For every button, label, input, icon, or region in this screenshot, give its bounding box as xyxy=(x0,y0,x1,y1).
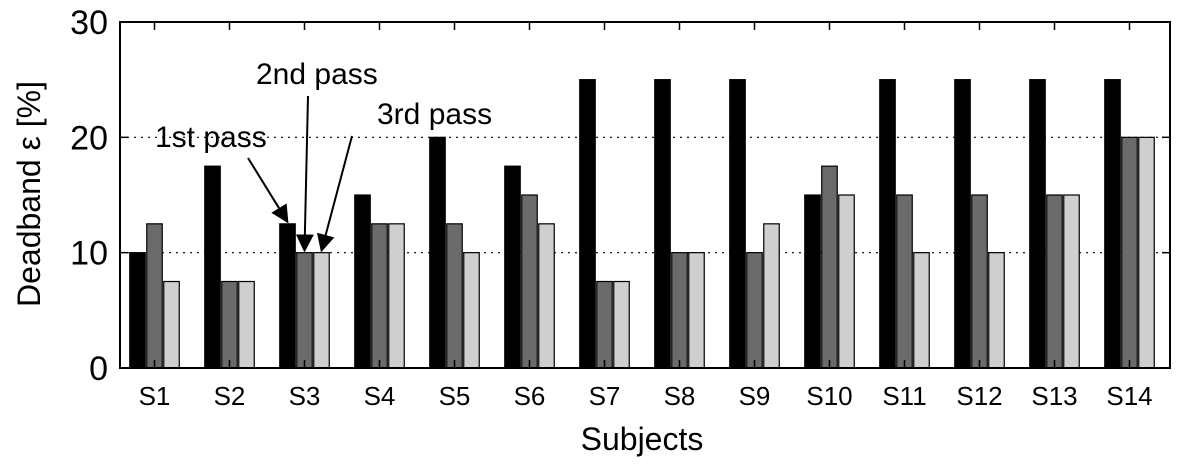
bar-s9-2 xyxy=(746,252,763,369)
bar-s13-1 xyxy=(1029,79,1046,369)
bar-s10-2 xyxy=(821,165,838,369)
y-axis-label: Deadband ε [%] xyxy=(11,81,47,307)
bar-s5-3 xyxy=(463,252,480,369)
plot-frame xyxy=(119,21,1171,369)
bar-s4-2 xyxy=(371,223,388,369)
x-axis-label: Subjects xyxy=(581,421,704,457)
axis-ticks xyxy=(120,21,1170,369)
bar-s6-2 xyxy=(521,194,538,369)
bar-s10-3 xyxy=(838,194,855,369)
xtick-label-s5: S5 xyxy=(439,381,471,411)
xtick-label-s12: S12 xyxy=(956,381,1002,411)
bar-s10-1 xyxy=(804,194,821,369)
bar-s5-2 xyxy=(446,223,463,369)
bar-s2-1 xyxy=(204,165,221,369)
bar-s11-2 xyxy=(896,194,913,369)
bar-s1-2 xyxy=(146,223,163,369)
y-tick-labels: 0 10 20 30 xyxy=(70,4,108,388)
bar-s6-1 xyxy=(504,165,521,369)
bar-s4-3 xyxy=(388,223,405,369)
bar-s9-3 xyxy=(763,223,780,369)
bar-s13-3 xyxy=(1063,194,1080,369)
annotation-arrow-3 xyxy=(316,135,353,253)
x-tick-labels: S1 S2 S3 S4 S5 S6 S7 S8 S9 S10 S11 S12 S13 S14 xyxy=(139,381,1153,411)
bar-s14-2 xyxy=(1121,136,1138,369)
xtick-label-s9: S9 xyxy=(739,381,771,411)
annotation-2nd-pass: 2nd pass xyxy=(256,58,378,91)
ytick-label-20: 20 xyxy=(70,119,108,157)
bar-s7-3 xyxy=(613,280,630,369)
ytick-label-10: 10 xyxy=(70,235,108,273)
bar-s3-3 xyxy=(313,252,330,369)
bar-s8-3 xyxy=(688,252,705,369)
xtick-label-s6: S6 xyxy=(514,381,546,411)
ytick-label-30: 30 xyxy=(70,4,108,42)
bar-s3-1 xyxy=(279,223,296,369)
annotation-arrow-2 xyxy=(295,95,314,253)
bar-s14-1 xyxy=(1104,79,1121,369)
xtick-label-s10: S10 xyxy=(806,381,852,411)
xtick-label-s14: S14 xyxy=(1106,381,1152,411)
bar-s11-3 xyxy=(913,252,930,369)
xtick-label-s4: S4 xyxy=(364,381,396,411)
bar-s13-2 xyxy=(1046,194,1063,369)
bar-s11-1 xyxy=(879,79,896,369)
annotation-1st-pass: 1st pass xyxy=(155,121,267,154)
xtick-label-s8: S8 xyxy=(664,381,696,411)
bar-s8-2 xyxy=(671,252,688,369)
annotations: 1st pass 2nd pass 3rd pass xyxy=(155,58,492,253)
bar-s14-3 xyxy=(1138,136,1155,369)
bar-s6-3 xyxy=(538,223,555,369)
xtick-label-s7: S7 xyxy=(589,381,621,411)
bar-s4-1 xyxy=(354,194,371,369)
bar-s9-1 xyxy=(729,79,746,369)
bars xyxy=(129,79,1155,369)
bar-s3-2 xyxy=(296,252,313,369)
xtick-label-s3: S3 xyxy=(289,381,321,411)
bar-s12-1 xyxy=(954,79,971,369)
bar-s5-1 xyxy=(429,136,446,369)
xtick-label-s11: S11 xyxy=(882,381,926,411)
annotation-arrow-1 xyxy=(247,157,289,224)
bar-s1-3 xyxy=(163,280,180,369)
gridlines xyxy=(120,136,1170,254)
bar-s7-2 xyxy=(596,280,613,369)
xtick-label-s1: S1 xyxy=(139,381,171,411)
annotation-3rd-pass: 3rd pass xyxy=(377,98,492,131)
bar-s7-1 xyxy=(579,79,596,369)
bar-s8-1 xyxy=(654,79,671,369)
xtick-label-s2: S2 xyxy=(214,381,246,411)
bar-s2-2 xyxy=(221,280,238,369)
bar-s12-2 xyxy=(971,194,988,369)
bar-s1-1 xyxy=(129,252,146,369)
bar-s2-3 xyxy=(238,280,255,369)
xtick-label-s13: S13 xyxy=(1031,381,1077,411)
ytick-label-0: 0 xyxy=(89,350,108,388)
bar-s12-3 xyxy=(988,252,1005,369)
